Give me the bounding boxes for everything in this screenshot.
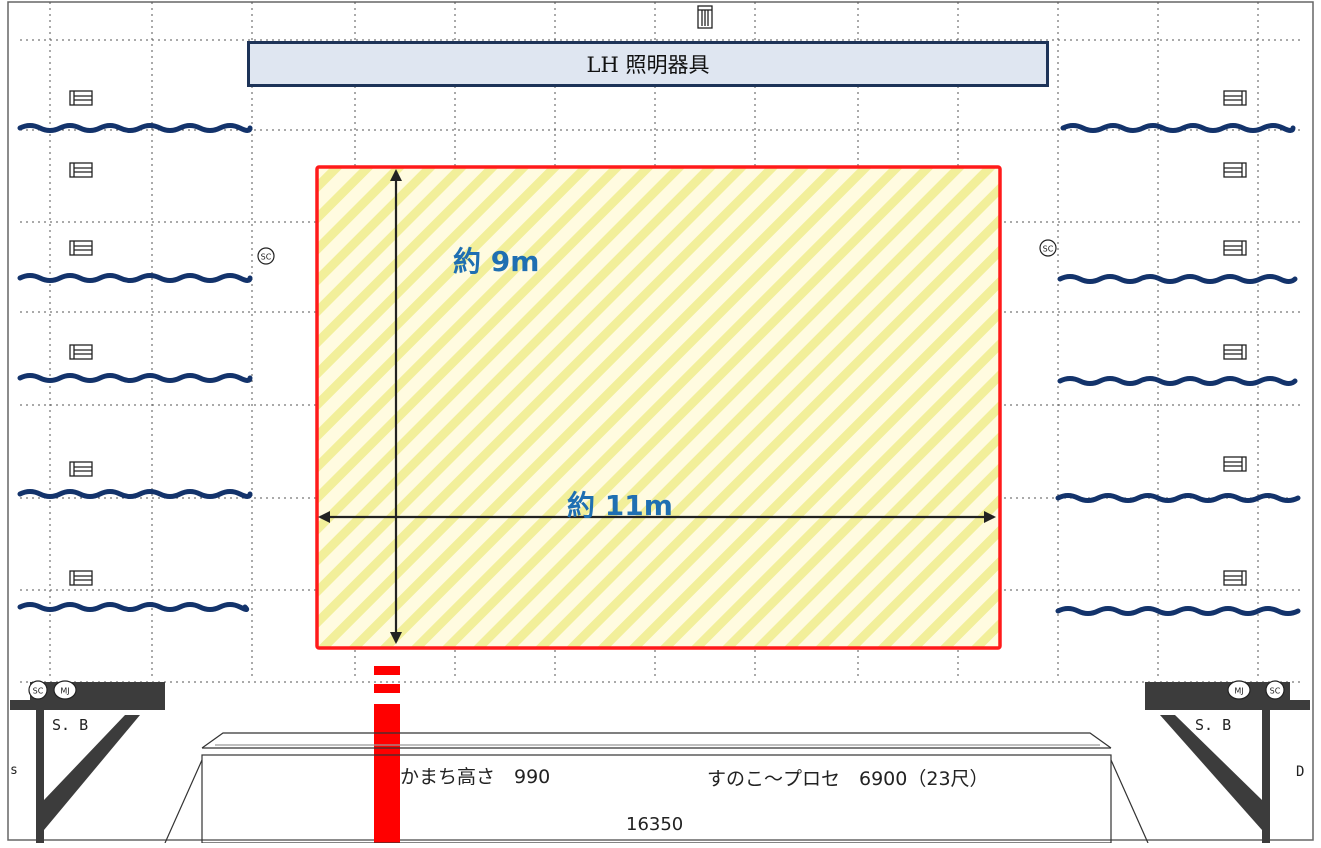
svg-text:SC: SC <box>33 687 44 696</box>
light-fixture-icon <box>69 461 93 477</box>
batten-line <box>17 373 253 383</box>
right-batten-lines <box>1055 123 1301 616</box>
left-speaker-block <box>10 682 165 843</box>
sc-outlet-icon: SC <box>28 680 48 700</box>
light-fixture-icon <box>1223 240 1247 256</box>
batten-line <box>17 273 253 283</box>
width-dimension-label: 約 11m <box>567 489 673 522</box>
mj-outlet-icon: MJ <box>1227 680 1251 700</box>
mj-outlet-icon: MJ <box>53 680 77 700</box>
light-fixture-icon <box>69 240 93 256</box>
batten-line <box>17 123 253 133</box>
light-fixture-icon <box>69 162 93 178</box>
left-edge-letter: s <box>10 763 18 778</box>
drawing-frame <box>7 1 1314 841</box>
svg-text:SC: SC <box>1270 687 1281 696</box>
light-fixture-icon <box>1223 162 1247 178</box>
stage-floor <box>164 732 1149 844</box>
light-fixture-icon <box>69 570 93 586</box>
svg-text:MJ: MJ <box>1234 687 1243 696</box>
light-fixture-icon <box>69 344 93 360</box>
batten-line <box>1057 376 1298 386</box>
right-speaker-block <box>1145 682 1310 843</box>
svg-text:SC: SC <box>261 253 272 262</box>
sunoko-height-note: すのこ～プロセ 6900（23尺） <box>707 768 989 790</box>
sc-outlet-icon: SC <box>257 247 275 265</box>
sc-outlet-icon: SC <box>1265 680 1285 700</box>
batten-line <box>17 602 250 612</box>
svg-text:MJ: MJ <box>60 687 69 696</box>
page-title: LH 照明器具 <box>247 41 1049 87</box>
total-width-note: 16350 <box>626 814 684 835</box>
light-fixture-icon <box>69 90 93 106</box>
right-sb-label: S. B <box>1195 716 1232 734</box>
batten-line <box>1055 493 1301 503</box>
svg-text:SC: SC <box>1043 245 1054 254</box>
left-sb-label: S. B <box>52 716 89 734</box>
light-fixture-icon <box>1223 90 1247 106</box>
performance-area <box>315 165 1002 650</box>
batten-line <box>17 489 253 499</box>
kamachi-height-note: かまち高さ 990 <box>400 766 551 788</box>
light-fixture-icon <box>1223 570 1247 586</box>
batten-line <box>1060 123 1296 133</box>
height-dimension-label: 約 9m <box>453 245 540 278</box>
light-fixture-icon <box>1223 456 1247 472</box>
right-fixture-column <box>1223 90 1247 586</box>
left-fixture-column <box>69 90 93 586</box>
light-fixture-icon <box>1223 344 1247 360</box>
batten-line <box>1057 274 1298 284</box>
sc-outlet-icon: SC <box>1039 239 1057 257</box>
center-line-marker <box>374 666 400 843</box>
light-fixture-icon <box>697 5 713 29</box>
left-batten-lines <box>17 123 253 612</box>
right-edge-letter: D <box>1296 764 1305 780</box>
batten-line <box>1055 606 1301 616</box>
